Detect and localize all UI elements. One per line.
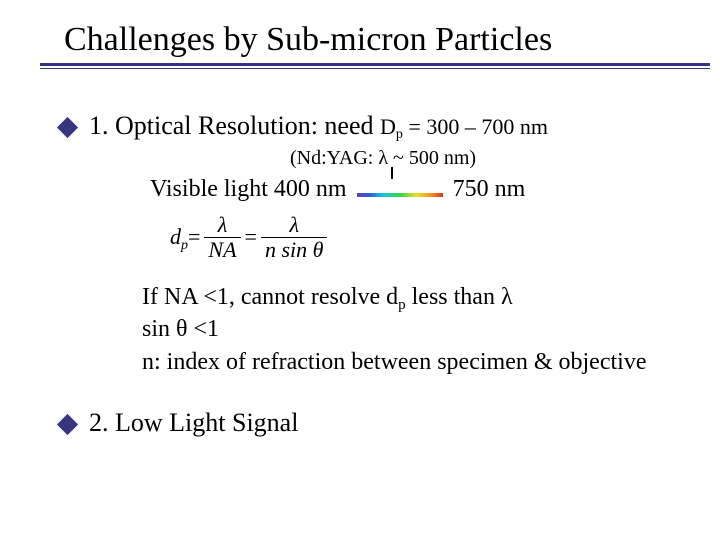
formula-frac-2: λ n sin θ bbox=[261, 213, 327, 262]
nd-yag-note: (Nd:YAG: λ ~ 500 nm) bbox=[290, 147, 680, 170]
diamond-bullet-icon bbox=[57, 414, 78, 435]
visible-light-row: Visible light 400 nm 750 nm bbox=[150, 176, 680, 203]
point-1-lead: 1. Optical Resolution: need bbox=[89, 111, 380, 140]
formula-eq2: = bbox=[245, 224, 257, 250]
formula-NA: NA bbox=[208, 237, 236, 262]
bullet-1: 1. Optical Resolution: need Dp = 300 – 7… bbox=[60, 111, 680, 141]
point-1-range: = 300 – 700 nm bbox=[403, 114, 548, 139]
slide: Challenges by Sub-micron Particles 1. Op… bbox=[0, 0, 720, 540]
line-2: sin θ <1 bbox=[142, 313, 680, 345]
point-2-text: 2. Low Light Signal bbox=[89, 408, 298, 438]
spectrum-wrap bbox=[357, 181, 443, 197]
spectrum-tick bbox=[391, 167, 393, 179]
line-1: If NA <1, cannot resolve dp less than λ bbox=[142, 281, 680, 313]
formula-lambda-2: λ bbox=[289, 212, 299, 237]
formula-frac-1: λ NA bbox=[204, 213, 240, 262]
line-1a: If NA <1, cannot resolve d bbox=[142, 284, 398, 310]
point-1-D: D bbox=[380, 114, 396, 139]
point-1-text: 1. Optical Resolution: need Dp = 300 – 7… bbox=[89, 111, 548, 141]
diamond-bullet-icon bbox=[57, 117, 78, 138]
bullet-2: 2. Low Light Signal bbox=[60, 408, 680, 438]
formula-d: d bbox=[170, 224, 181, 249]
line-3: n: index of refraction between specimen … bbox=[142, 346, 680, 378]
explanation-lines: If NA <1, cannot resolve dp less than λ … bbox=[142, 281, 680, 378]
visible-spectrum-bar bbox=[357, 193, 443, 197]
visible-left-label: Visible light 400 nm bbox=[150, 176, 347, 203]
formula-d-sub: p bbox=[181, 238, 188, 253]
formula-eq1: = bbox=[188, 224, 200, 250]
formula-nsin: n sin θ bbox=[265, 237, 323, 262]
line-1b: less than λ bbox=[406, 284, 513, 310]
title-block: Challenges by Sub-micron Particles bbox=[60, 20, 680, 61]
formula-lambda-1: λ bbox=[218, 212, 228, 237]
point-1-D-sub: p bbox=[396, 127, 403, 142]
resolution-formula: dp = λ NA = λ n sin θ bbox=[170, 213, 680, 265]
title-underline bbox=[40, 63, 710, 69]
line-1-sub: p bbox=[398, 297, 406, 313]
visible-right-label: 750 nm bbox=[453, 176, 526, 203]
slide-title: Challenges by Sub-micron Particles bbox=[60, 20, 680, 61]
